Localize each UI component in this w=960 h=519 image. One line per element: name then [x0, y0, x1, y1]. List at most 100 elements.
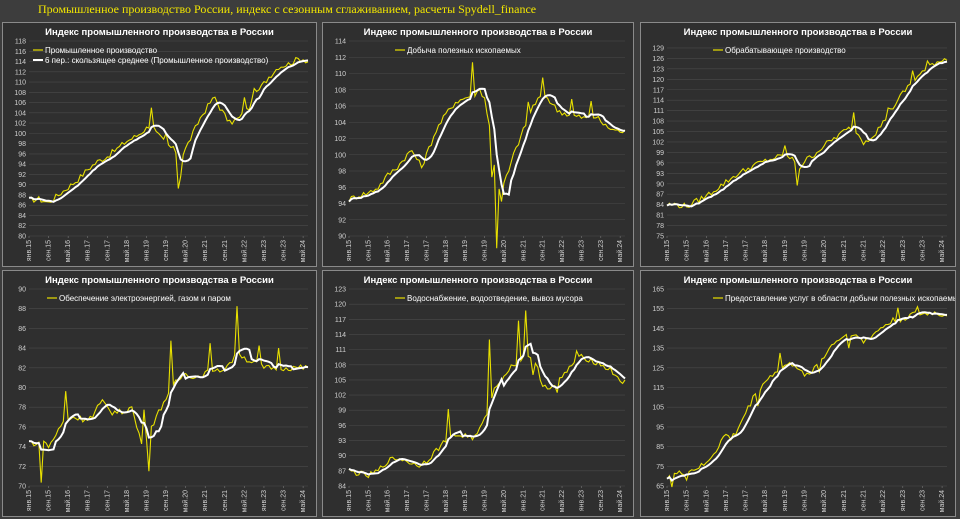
x-tick-label: янв.19 [782, 240, 789, 261]
x-tick-label: сен.19 [482, 240, 489, 261]
y-tick-label: 114 [15, 59, 26, 66]
x-tick-label: янв.21 [202, 240, 209, 261]
legend-label: Промышленное производство [45, 46, 158, 55]
x-tick-label: янв.15 [26, 490, 33, 511]
series-line-raw [348, 62, 626, 249]
line-chart: Индекс промышленного производства в Росс… [652, 27, 948, 262]
y-tick-label: 72 [18, 464, 26, 471]
y-tick-label: 90 [338, 234, 346, 241]
line-chart: Индекс промышленного производства в Росс… [18, 275, 309, 512]
chart-title: Индекс промышленного производства в Росс… [684, 275, 913, 286]
x-tick-label: янв.23 [261, 490, 268, 511]
y-tick-label: 86 [18, 326, 26, 333]
y-tick-label: 104 [334, 120, 346, 127]
y-tick-label: 125 [652, 365, 664, 372]
y-tick-label: 106 [334, 104, 346, 111]
y-tick-label: 108 [334, 362, 346, 369]
y-tick-label: 94 [338, 201, 346, 208]
x-tick-label: май.22 [240, 240, 248, 262]
x-tick-label: янв.17 [723, 490, 730, 511]
y-tick-label: 116 [15, 49, 26, 56]
y-tick-label: 120 [334, 302, 346, 309]
x-tick-label: май.16 [384, 490, 392, 512]
y-tick-label: 87 [338, 468, 346, 475]
x-tick-label: май.20 [500, 490, 508, 512]
y-tick-label: 111 [335, 347, 346, 354]
x-tick-label: май.16 [64, 240, 72, 262]
x-tick-label: янв.15 [346, 490, 353, 511]
x-tick-label: май.24 [938, 240, 946, 262]
x-tick-label: янв.23 [900, 240, 907, 261]
chart-title: Индекс промышленного производства в Росс… [45, 275, 274, 286]
x-tick-label: май.22 [558, 240, 566, 262]
x-tick-label: май.18 [442, 490, 450, 512]
x-tick-label: сен.15 [684, 490, 691, 511]
y-tick-label: 120 [652, 77, 664, 84]
y-tick-label: 92 [18, 172, 26, 179]
y-tick-label: 112 [335, 55, 346, 62]
y-tick-label: 108 [14, 90, 26, 97]
x-tick-label: май.22 [240, 490, 248, 512]
chart-panel: Индекс промышленного производства в Росс… [2, 22, 317, 267]
x-tick-label: янв.15 [26, 240, 33, 261]
x-tick-label: сен.21 [222, 240, 229, 261]
y-tick-label: 99 [656, 150, 664, 157]
x-tick-label: янв.21 [841, 490, 848, 511]
legend-label: Водоснабжение, водоотведение, вывоз мусо… [407, 294, 583, 303]
y-tick-label: 110 [335, 71, 346, 78]
x-tick-label: май.24 [938, 490, 946, 512]
x-tick-label: май.16 [64, 490, 72, 512]
x-tick-label: май.24 [616, 490, 624, 512]
x-tick-label: сен.15 [365, 240, 372, 261]
legend-label: Обрабатывающее производство [725, 46, 846, 55]
y-tick-label: 117 [653, 87, 664, 94]
y-tick-label: 114 [335, 332, 346, 339]
y-tick-label: 106 [14, 100, 26, 107]
y-tick-label: 98 [18, 141, 26, 148]
x-tick-label: май.18 [123, 490, 131, 512]
x-tick-label: май.24 [299, 490, 307, 512]
x-tick-label: май.20 [820, 240, 828, 262]
chart-panel: Индекс промышленного производства в Росс… [2, 270, 317, 517]
legend-label: Добыча полезных ископаемых [407, 46, 521, 55]
x-tick-label: сен.17 [423, 490, 430, 511]
series-line-raw [348, 310, 626, 479]
x-tick-label: май.18 [761, 490, 769, 512]
series-line-moving-average [348, 87, 626, 203]
y-tick-label: 100 [14, 131, 26, 138]
y-tick-label: 123 [334, 287, 346, 294]
x-tick-label: сен.23 [598, 240, 605, 261]
y-tick-label: 118 [15, 39, 26, 46]
x-tick-label: янв.19 [462, 240, 469, 261]
x-tick-label: сен.19 [163, 240, 170, 261]
y-tick-label: 108 [334, 87, 346, 94]
legend-label: Обеспечение электроэнергией, газом и пар… [59, 294, 231, 303]
x-tick-label: май.22 [879, 490, 887, 512]
x-tick-label: янв.23 [578, 490, 585, 511]
line-chart: Индекс промышленного производства в Росс… [14, 27, 309, 262]
x-tick-label: май.22 [879, 240, 887, 262]
x-tick-label: янв.15 [346, 240, 353, 261]
y-tick-label: 114 [653, 98, 664, 105]
y-tick-label: 84 [18, 346, 26, 353]
y-tick-label: 80 [18, 234, 26, 241]
y-tick-label: 108 [652, 119, 664, 126]
chart-title: Индекс промышленного производства в Росс… [364, 27, 593, 38]
series-line-raw [28, 56, 309, 203]
series-line-raw [666, 57, 948, 209]
x-tick-label: май.20 [182, 240, 190, 262]
x-tick-label: май.20 [820, 490, 828, 512]
chart-panel: Индекс промышленного производства в Росс… [640, 270, 956, 517]
x-tick-label: май.18 [123, 240, 131, 262]
line-chart: Индекс промышленного производства в Росс… [334, 27, 626, 262]
x-tick-label: сен.21 [222, 490, 229, 511]
y-tick-label: 111 [653, 108, 664, 115]
x-tick-label: янв.15 [664, 490, 671, 511]
y-tick-label: 104 [14, 110, 26, 117]
series-line-moving-average [666, 311, 948, 482]
x-tick-label: сен.23 [281, 490, 288, 511]
y-tick-label: 70 [18, 484, 26, 491]
y-tick-label: 84 [338, 484, 346, 491]
y-tick-label: 65 [656, 484, 664, 491]
y-tick-label: 105 [652, 129, 664, 136]
